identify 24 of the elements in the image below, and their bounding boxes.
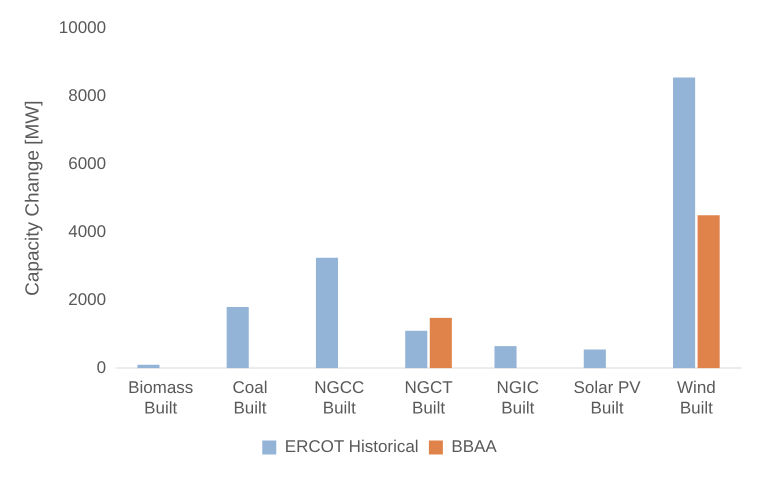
bar (405, 330, 428, 368)
x-tick-label: Wind Built (676, 378, 716, 418)
y-tick-label: 0 (96, 358, 106, 377)
bar (316, 258, 338, 368)
bar (430, 318, 452, 368)
x-tick-label: Biomass Built (128, 378, 194, 418)
legend-label: BBAA (451, 437, 498, 456)
x-tick-label: Coal Built (232, 378, 268, 418)
y-axis-title: Capacity Change [MW] (22, 100, 44, 296)
x-tick-label: Solar PV Built (574, 378, 642, 418)
y-tick-label: 8000 (68, 86, 106, 105)
bar (584, 350, 606, 368)
x-tick-label: NGCC Built (314, 378, 364, 418)
legend-label: ERCOT Historical (284, 437, 419, 456)
y-tick-label: 10000 (58, 18, 106, 37)
y-tick-label: 2000 (68, 290, 106, 309)
y-tick-label: 4000 (68, 222, 106, 241)
bar (698, 215, 720, 368)
bar (494, 346, 517, 368)
bar (226, 307, 249, 368)
x-tick-label: NGCT Built (404, 378, 453, 418)
y-tick-label: 6000 (68, 154, 106, 173)
x-tick-label: NGIC Built (496, 378, 540, 418)
bar (673, 78, 696, 368)
